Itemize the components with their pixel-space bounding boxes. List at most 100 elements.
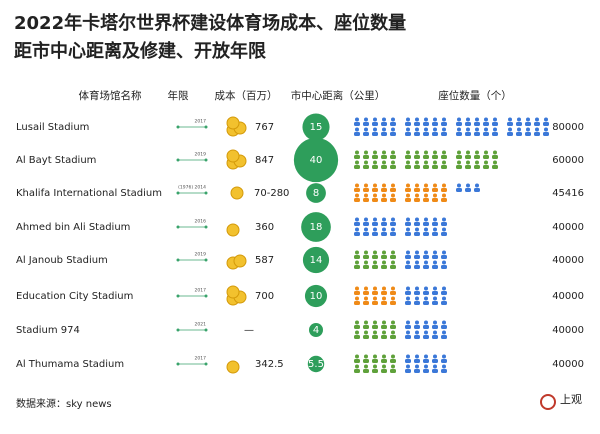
person-head <box>355 193 359 198</box>
person-head <box>415 150 419 155</box>
person-body <box>363 291 369 295</box>
person-body <box>363 222 369 226</box>
person-head <box>373 193 377 198</box>
person-body <box>414 122 420 126</box>
person-body <box>423 222 429 226</box>
person-body <box>441 359 447 363</box>
person-body <box>414 291 420 295</box>
person-head <box>424 354 428 359</box>
person-body <box>432 255 438 259</box>
cost-value: 767 <box>255 122 274 133</box>
person-body <box>441 291 447 295</box>
person-head <box>364 150 368 155</box>
person-head <box>415 330 419 335</box>
person-body <box>372 165 378 169</box>
person-body <box>363 165 369 169</box>
person-body <box>390 198 396 202</box>
person-head <box>457 183 461 188</box>
person-head <box>424 296 428 301</box>
person-head <box>406 260 410 265</box>
person-body <box>405 369 411 373</box>
person-head <box>364 286 368 291</box>
person-body <box>381 291 387 295</box>
person-body <box>414 255 420 259</box>
person-head <box>355 117 359 122</box>
person-head <box>442 260 446 265</box>
person-body <box>456 165 462 169</box>
person-body <box>423 369 429 373</box>
person-head <box>493 127 497 132</box>
person-head <box>391 354 395 359</box>
person-head <box>424 217 428 222</box>
seat-icons <box>354 217 447 236</box>
person-body <box>390 359 396 363</box>
person-head <box>364 117 368 122</box>
stadium-name: Lusail Stadium <box>16 122 89 133</box>
person-head <box>415 296 419 301</box>
person-body <box>423 265 429 269</box>
person-body <box>372 222 378 226</box>
person-body <box>405 188 411 192</box>
person-head <box>442 296 446 301</box>
person-head <box>415 183 419 188</box>
person-body <box>405 165 411 169</box>
person-body <box>483 132 489 136</box>
person-head <box>382 330 386 335</box>
person-body <box>432 155 438 159</box>
seat-icons <box>354 250 447 269</box>
person-head <box>442 330 446 335</box>
person-head <box>382 127 386 132</box>
person-body <box>414 188 420 192</box>
person-body <box>543 132 549 136</box>
cost-value: 70-280 <box>254 188 289 199</box>
person-head <box>415 127 419 132</box>
person-body <box>354 335 360 339</box>
person-head <box>364 320 368 325</box>
person-head <box>382 117 386 122</box>
person-body <box>423 291 429 295</box>
person-head <box>355 127 359 132</box>
person-body <box>354 155 360 159</box>
person-body <box>363 265 369 269</box>
person-body <box>423 198 429 202</box>
cost-value: 847 <box>255 155 274 166</box>
person-body <box>354 232 360 236</box>
seat-icons <box>354 117 549 136</box>
distance-value: 10 <box>310 291 323 302</box>
person-body <box>381 335 387 339</box>
timeline-dot <box>176 258 180 262</box>
cost-coins <box>226 254 247 270</box>
person-head <box>406 227 410 232</box>
person-head <box>382 217 386 222</box>
person-head <box>415 354 419 359</box>
person-body <box>414 198 420 202</box>
person-body <box>363 122 369 126</box>
person-body <box>381 132 387 136</box>
person-body <box>405 325 411 329</box>
person-body <box>483 155 489 159</box>
person-body <box>390 155 396 159</box>
person-body <box>474 155 480 159</box>
person-head <box>382 320 386 325</box>
person-head <box>433 364 437 369</box>
person-head <box>391 250 395 255</box>
person-head <box>382 150 386 155</box>
person-head <box>535 117 539 122</box>
person-body <box>414 265 420 269</box>
person-body <box>390 255 396 259</box>
person-body <box>381 359 387 363</box>
timeline-dot <box>204 258 208 262</box>
year-label: (1976) 2014 <box>178 185 206 191</box>
person-body <box>405 198 411 202</box>
person-body <box>456 188 462 192</box>
person-head <box>406 320 410 325</box>
person-body <box>432 359 438 363</box>
person-head <box>424 227 428 232</box>
person-head <box>424 193 428 198</box>
seat-value: 40000 <box>552 325 584 336</box>
person-body <box>405 122 411 126</box>
person-head <box>508 127 512 132</box>
person-body <box>441 255 447 259</box>
person-body <box>432 335 438 339</box>
person-body <box>372 369 378 373</box>
